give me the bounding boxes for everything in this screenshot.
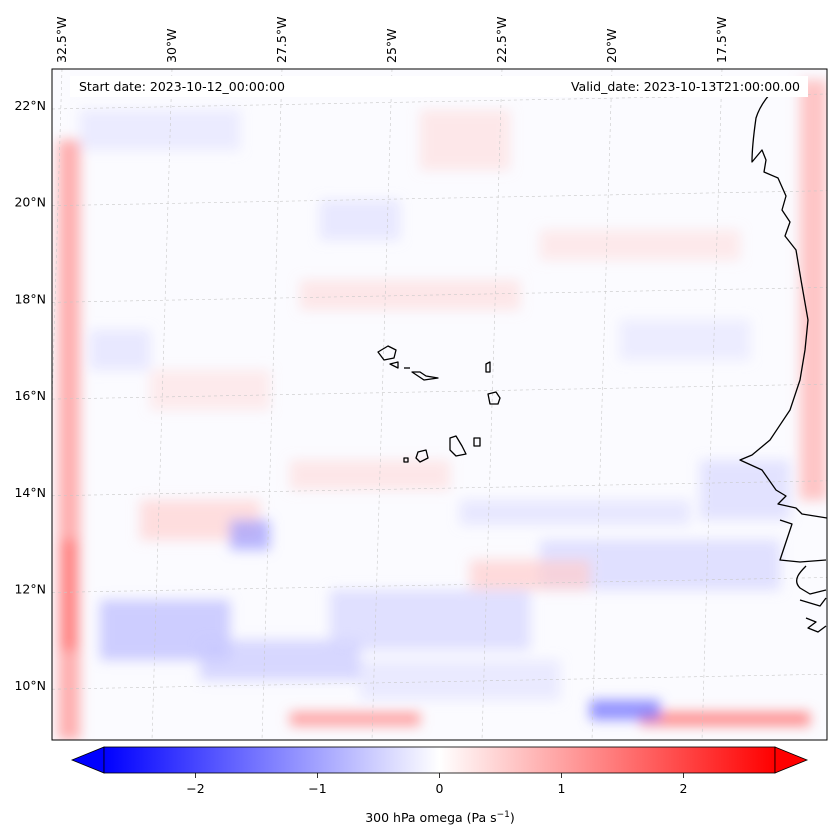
latitude-label: 14°N — [14, 485, 46, 500]
map-panel: Start date: 2023-10-12_00:00:00 Valid_da… — [51, 68, 828, 741]
colorbar-label: 300 hPa omega (Pa s−1) — [365, 810, 515, 825]
colorbar-label-close: ) — [510, 810, 515, 825]
colorbar-label-text: 300 hPa omega (Pa s — [365, 810, 496, 825]
meridian-line — [701, 69, 723, 740]
island-boa-vista — [487, 391, 501, 405]
meridian-line — [481, 69, 503, 740]
longitude-tick-labels: 32.5°W 30°W 27.5°W 25°W 22.5°W 20°W 17.5°W — [54, 17, 729, 63]
longitude-label: 25°W — [384, 28, 399, 63]
colorbar-extend-max — [774, 746, 809, 774]
colorbar: −2 −1 0 1 2 300 hPa omega (Pa s−1) — [70, 746, 809, 825]
meridian-line — [371, 69, 393, 740]
meridian-line — [261, 69, 283, 740]
colorbar-tick-label: −2 — [186, 781, 204, 796]
latitude-label: 16°N — [14, 388, 46, 403]
meridian-line — [591, 69, 613, 740]
island-maio — [473, 437, 481, 447]
latitude-label: 18°N — [14, 291, 46, 306]
latitude-label: 12°N — [14, 582, 46, 597]
colorbar-tick-label: 2 — [680, 781, 688, 796]
coastlines — [377, 81, 827, 633]
latitude-label: 22°N — [14, 98, 46, 113]
colorbar-tick-label: 0 — [436, 781, 444, 796]
colorbar-extend-min — [70, 746, 105, 774]
island-santiago — [449, 435, 467, 457]
colorbar-ticks: −2 −1 0 1 2 — [186, 773, 687, 796]
colorbar-tick-label: −1 — [308, 781, 326, 796]
island-sao-vicente — [389, 361, 399, 369]
latitude-label: 10°N — [14, 678, 46, 693]
map-gridlines — [52, 69, 827, 740]
colorbar-tick-label: 1 — [558, 781, 566, 796]
meridian-line — [151, 69, 173, 740]
longitude-label: 27.5°W — [274, 17, 289, 63]
island-brava — [403, 457, 409, 463]
africa-coastline — [739, 81, 827, 633]
island-santo-antao — [377, 345, 397, 361]
island-fogo — [415, 449, 429, 463]
map-frame — [51, 68, 828, 741]
longitude-label: 17.5°W — [714, 17, 729, 63]
start-date-label: Start date: 2023-10-12_00:00:00 — [79, 79, 285, 94]
header-box — [70, 76, 808, 97]
colorbar-ramp — [103, 746, 776, 774]
island-sao-nicolau — [411, 371, 439, 381]
island-sal — [485, 361, 491, 373]
colorbar-label-exponent: −1 — [497, 810, 510, 820]
longitude-label: 32.5°W — [54, 17, 69, 63]
latitude-label: 20°N — [14, 195, 46, 210]
latitude-tick-labels: 22°N 20°N 18°N 16°N 14°N 12°N 10°N — [14, 98, 46, 693]
longitude-label: 22.5°W — [494, 17, 509, 63]
longitude-label: 30°W — [164, 28, 179, 63]
omega-field — [58, 80, 827, 740]
longitude-label: 20°W — [604, 28, 619, 63]
valid-date-label: Valid_date: 2023-10-13T21:00:00.00 — [571, 79, 800, 94]
